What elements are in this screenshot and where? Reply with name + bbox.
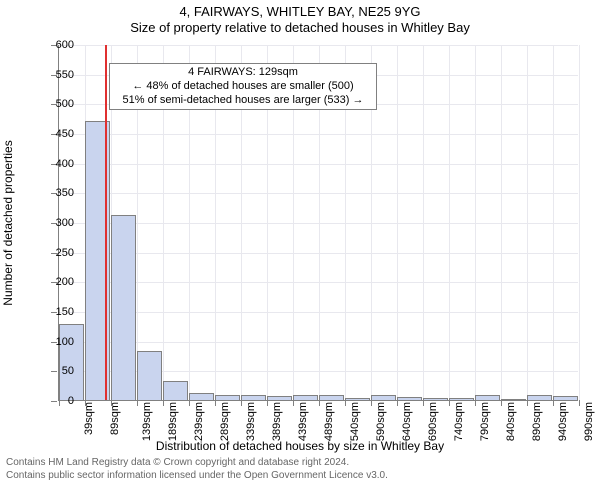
- histogram-bar: [423, 398, 448, 400]
- xtick: [553, 400, 554, 406]
- histogram-bar: [293, 395, 318, 400]
- xtick-label: 890sqm: [531, 402, 543, 441]
- ytick-label: 450: [56, 128, 74, 140]
- histogram-bar: [319, 395, 344, 400]
- gridline-vertical: [449, 45, 450, 400]
- xtick-label: 189sqm: [167, 402, 179, 441]
- xtick-label: 339sqm: [245, 402, 257, 441]
- annotation-line-3: 51% of semi-detached houses are larger (…: [116, 94, 370, 108]
- chart-title-block: 4, FAIRWAYS, WHITLEY BAY, NE25 9YG Size …: [0, 0, 600, 35]
- xtick-label: 790sqm: [479, 402, 491, 441]
- ytick-label: 50: [62, 365, 74, 377]
- gridline-vertical: [397, 45, 398, 400]
- xtick-label: 239sqm: [193, 402, 205, 441]
- ytick: [51, 401, 57, 402]
- xtick: [293, 400, 294, 406]
- xtick-label: 439sqm: [297, 402, 309, 441]
- ytick-label: 400: [56, 158, 74, 170]
- ytick-label: 200: [56, 276, 74, 288]
- xtick-label: 840sqm: [505, 402, 517, 441]
- xtick-label: 540sqm: [349, 402, 361, 441]
- xtick-label: 89sqm: [109, 402, 121, 435]
- xtick: [397, 400, 398, 406]
- xtick: [241, 400, 242, 406]
- ytick: [51, 371, 57, 372]
- xtick: [579, 400, 580, 406]
- xtick: [371, 400, 372, 406]
- gridline-vertical: [501, 45, 502, 400]
- histogram-bar: [267, 396, 292, 400]
- histogram-bar: [553, 396, 578, 400]
- xtick: [111, 400, 112, 406]
- xtick: [215, 400, 216, 406]
- xtick: [319, 400, 320, 406]
- xtick: [137, 400, 138, 406]
- ytick-label: 250: [56, 247, 74, 259]
- footer-line-2: Contains public sector information licen…: [6, 470, 594, 483]
- xtick-label: 489sqm: [323, 402, 335, 441]
- histogram-bar: [163, 381, 188, 400]
- xtick-label: 590sqm: [375, 402, 387, 441]
- xtick: [59, 400, 60, 406]
- chart-container: Number of detached properties 39sqm89sqm…: [0, 35, 600, 455]
- gridline-vertical: [423, 45, 424, 400]
- ytick-label: 0: [68, 395, 74, 407]
- gridline-vertical: [527, 45, 528, 400]
- histogram-bar: [449, 398, 474, 400]
- histogram-bar: [189, 393, 214, 400]
- gridline-vertical: [475, 45, 476, 400]
- histogram-bar: [371, 395, 396, 400]
- histogram-bar: [475, 395, 500, 400]
- xtick: [345, 400, 346, 406]
- xtick-label: 289sqm: [219, 402, 231, 441]
- xtick-label: 940sqm: [557, 402, 569, 441]
- annotation-box: 4 FAIRWAYS: 129sqm← 48% of detached hous…: [109, 63, 377, 110]
- xtick-label: 740sqm: [453, 402, 465, 441]
- ytick-label: 150: [56, 306, 74, 318]
- annotation-line-2: ← 48% of detached houses are smaller (50…: [116, 80, 370, 94]
- footer-line-1: Contains HM Land Registry data © Crown c…: [6, 457, 594, 470]
- histogram-bar: [241, 395, 266, 400]
- property-marker-line: [105, 45, 107, 400]
- xtick: [163, 400, 164, 406]
- xtick-label: 690sqm: [427, 402, 439, 441]
- xtick: [449, 400, 450, 406]
- xtick-label: 640sqm: [401, 402, 413, 441]
- ytick-label: 600: [56, 39, 74, 51]
- ytick-label: 550: [56, 69, 74, 81]
- gridline-vertical: [553, 45, 554, 400]
- histogram-bar: [345, 398, 370, 400]
- histogram-bar: [111, 215, 136, 400]
- xtick-label: 990sqm: [583, 402, 595, 441]
- footer: Contains HM Land Registry data © Crown c…: [0, 455, 600, 482]
- xtick-label: 139sqm: [141, 402, 153, 441]
- ytick-label: 350: [56, 187, 74, 199]
- xtick: [527, 400, 528, 406]
- x-axis-label: Distribution of detached houses by size …: [0, 439, 600, 453]
- gridline-vertical: [579, 45, 580, 400]
- histogram-bar: [137, 351, 162, 400]
- annotation-line-1: 4 FAIRWAYS: 129sqm: [116, 66, 370, 80]
- histogram-bar: [215, 395, 240, 400]
- xtick-label: 389sqm: [271, 402, 283, 441]
- ytick-label: 100: [56, 336, 74, 348]
- xtick: [501, 400, 502, 406]
- title-line-2: Size of property relative to detached ho…: [0, 20, 600, 35]
- y-axis-label: Number of detached properties: [1, 140, 15, 305]
- xtick: [475, 400, 476, 406]
- xtick: [423, 400, 424, 406]
- plot-area: 39sqm89sqm139sqm189sqm239sqm289sqm339sqm…: [58, 45, 578, 401]
- xtick: [85, 400, 86, 406]
- histogram-bar: [527, 395, 552, 400]
- xtick-label: 39sqm: [83, 402, 95, 435]
- title-line-1: 4, FAIRWAYS, WHITLEY BAY, NE25 9YG: [0, 4, 600, 19]
- xtick: [189, 400, 190, 406]
- ytick-label: 300: [56, 217, 74, 229]
- xtick: [267, 400, 268, 406]
- ytick-label: 500: [56, 98, 74, 110]
- histogram-bar: [501, 399, 526, 400]
- histogram-bar: [397, 397, 422, 400]
